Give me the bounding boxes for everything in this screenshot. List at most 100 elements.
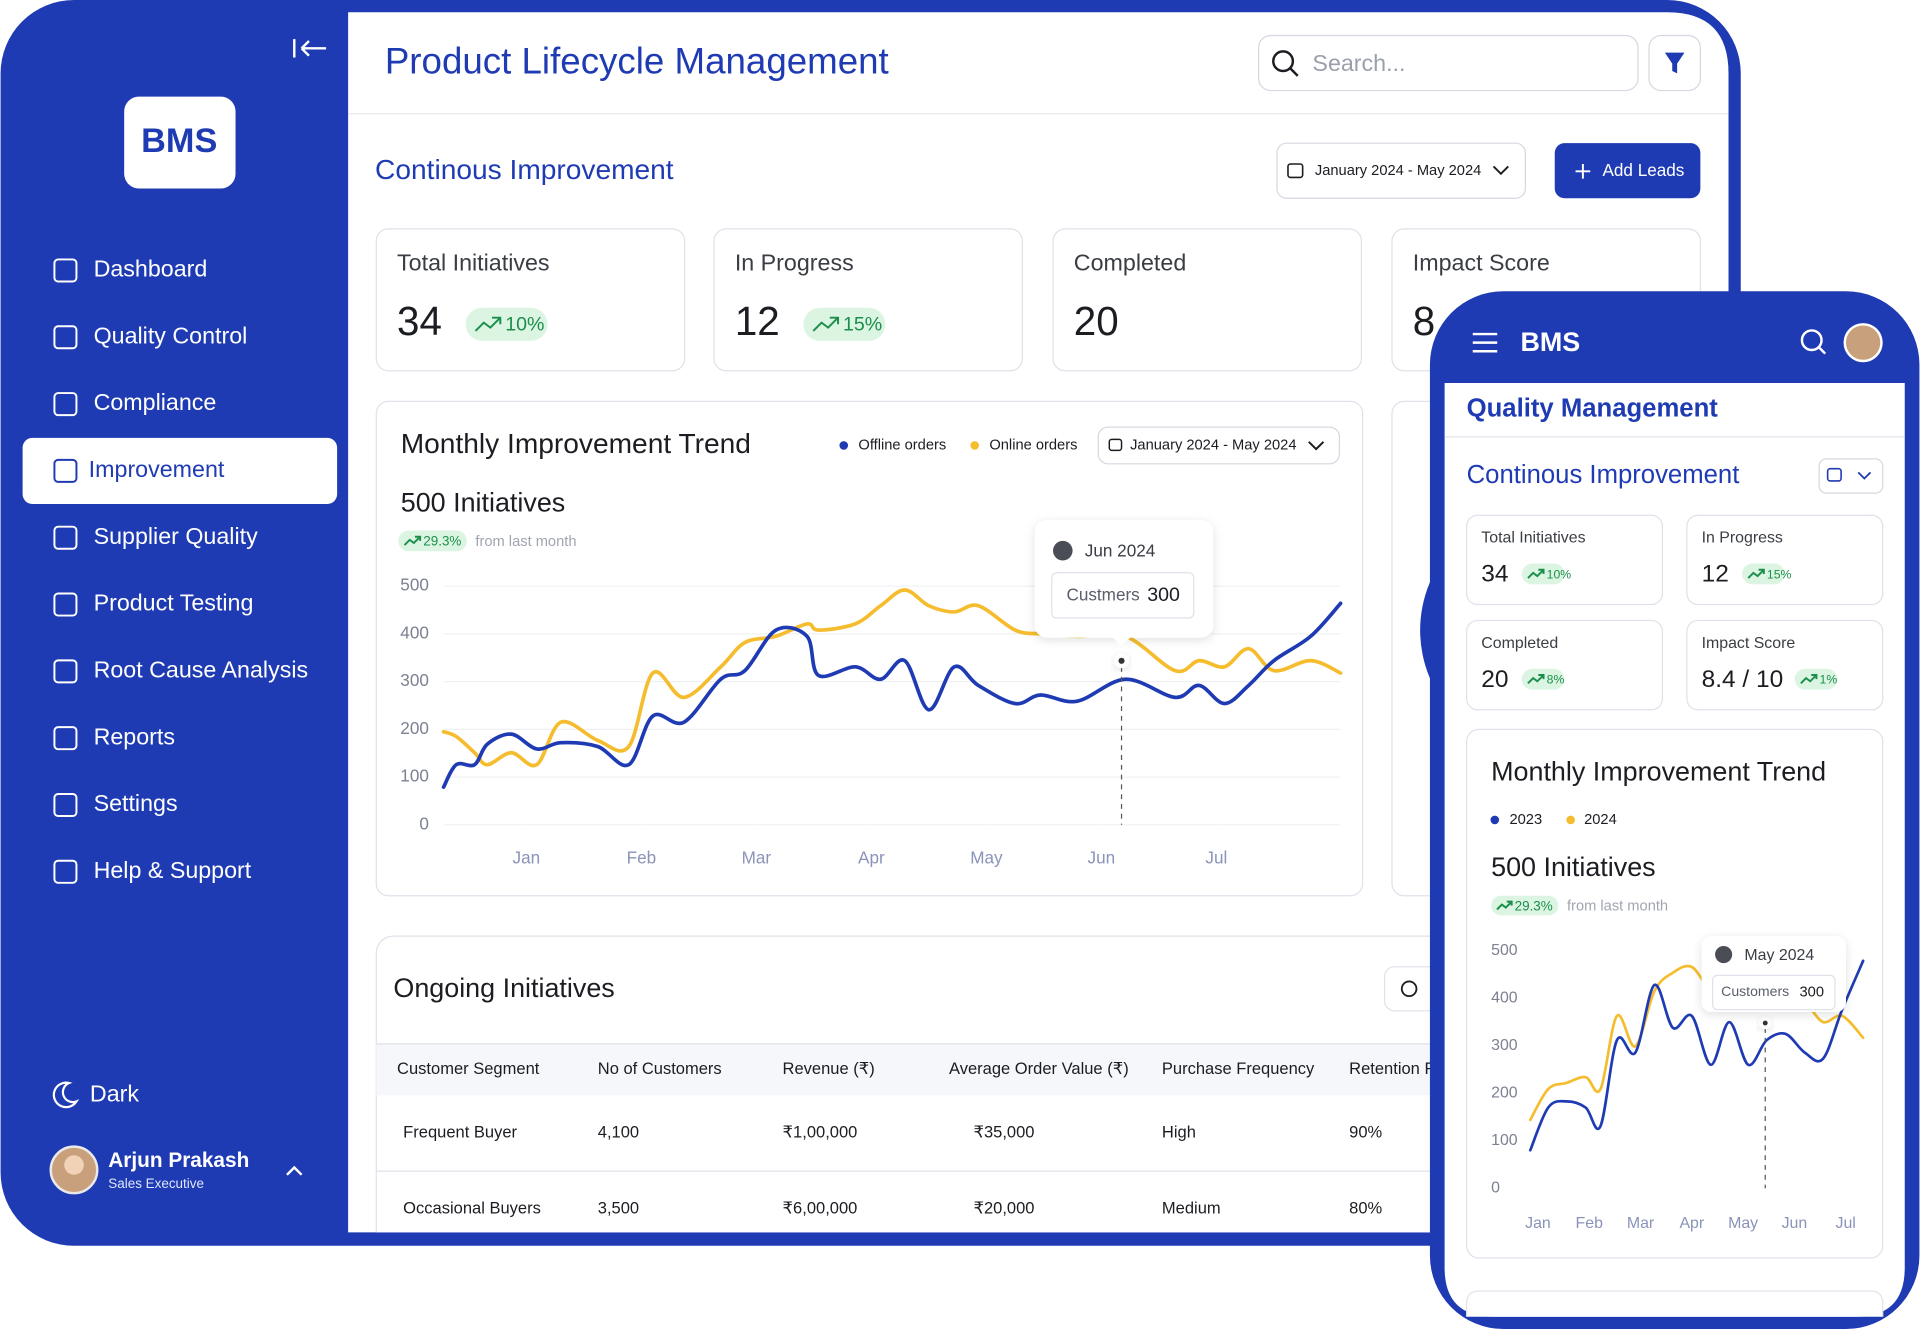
stat-card [375,228,686,372]
theme-toggle[interactable]: Dark [90,1080,139,1106]
y-tick-label: 100 [400,766,429,786]
moon-icon[interactable] [52,1081,80,1109]
nav-item[interactable]: Root Cause Analysis [94,656,309,682]
mobile-avatar [1843,323,1883,363]
nav-item[interactable]: Reports [94,723,175,749]
change-value: 15% [1767,567,1792,581]
search-box[interactable] [1257,34,1639,92]
legend-marker [1490,815,1500,825]
x-tick-label: Mar [1627,1215,1655,1232]
nav-icon[interactable] [53,792,78,817]
section-title: Continous Improvement [375,154,674,185]
hamburger-icon[interactable] [1472,332,1498,353]
trend-up-icon [1496,900,1513,911]
mobile-logo: BMS [1520,327,1580,357]
mobile-search-icon[interactable] [1800,329,1823,352]
nav-item[interactable]: Supplier Quality [94,523,258,549]
tooltip-label: Customers [1721,983,1789,999]
chart-date-button[interactable] [1097,426,1340,465]
x-tick-label: Jul [1205,848,1227,868]
mobile-date-button[interactable] [1818,458,1884,494]
table-cell: ₹35,000 [973,1123,1034,1142]
y-tick-label: 400 [1491,990,1518,1007]
x-tick-label: Apr [1679,1215,1704,1232]
filter-icon [1664,52,1685,74]
legend-label: Offline orders [858,437,946,453]
nav-icon[interactable] [53,325,78,350]
stat-label: In Progress [735,249,854,275]
mobile-page-title: Quality Management [1467,395,1719,423]
add-leads-button[interactable] [1554,143,1701,199]
nav-icon[interactable] [53,659,78,684]
x-tick-label: May [1728,1215,1758,1232]
trend-up-icon [1527,568,1545,579]
nav-icon[interactable] [53,592,78,617]
table-header-cell: Customer Segment [397,1059,540,1078]
legend-label: 2024 [1584,812,1617,828]
mobile-stat-value: 20 [1481,666,1508,693]
y-tick-label: 200 [1491,1085,1518,1102]
nav-icon[interactable] [53,726,78,751]
search-icon [1272,50,1295,73]
trend-up-icon [1747,568,1765,579]
nav-item[interactable]: Dashboard [94,256,208,282]
mobile-stat-label: Total Initiatives [1481,530,1585,547]
calendar-icon [1287,163,1304,179]
nav-item[interactable]: Settings [94,790,178,816]
mobile-stat-card [1466,514,1664,606]
nav-icon[interactable] [53,258,78,283]
nav-item[interactable]: Help & Support [94,857,252,883]
change-badge [398,530,467,552]
change-value: 29.3% [1515,898,1553,913]
y-tick-label: 500 [1491,942,1518,959]
nav-icon[interactable] [53,392,78,417]
trend-card [375,400,1364,897]
mobile-stat-label: In Progress [1702,530,1783,547]
nav-icon[interactable] [53,859,78,884]
stat-card [713,228,1024,372]
chart-total: 500 Initiatives [1491,852,1656,882]
collapse-icon[interactable] [293,39,327,58]
nav-item[interactable]: Improvement [89,456,225,482]
series-line [441,601,1343,789]
change-badge [803,307,886,341]
series-line [1528,959,1865,1152]
tooltip-value: 300 [1147,584,1180,606]
nav-item[interactable]: Product Testing [94,590,254,616]
dropdown-chevron [1308,441,1325,451]
x-tick-label: Feb [627,848,657,868]
x-tick-label: Jun [1088,848,1116,868]
chart-title: Monthly Improvement Trend [1491,757,1826,787]
table-cell: 90% [1349,1123,1382,1142]
x-tick-label: Apr [858,848,885,868]
table-title: Ongoing Initiatives [393,973,614,1003]
table-cell: 80% [1349,1198,1382,1217]
sidebar: BMS Dashboard Quality Control Compliance Imp… [22,39,338,1195]
add-leads-label[interactable]: Add Leads [1602,160,1684,180]
nav-item[interactable]: Compliance [94,389,217,415]
table-cell: Medium [1162,1198,1221,1217]
nav-icon[interactable] [53,458,78,483]
dropdown-chevron [1492,165,1509,176]
legend-label: 2023 [1509,812,1542,828]
chart-total: 500 Initiatives [401,487,566,517]
tooltip-value-box [1711,974,1836,1011]
tooltip-icon [1715,945,1733,964]
x-tick-label: Jul [1836,1215,1856,1232]
stat-value: 12 [735,298,780,344]
user-menu-chevron[interactable] [286,1165,303,1176]
trend-up-icon [812,316,840,332]
legend-marker [1566,815,1575,825]
trend-up-icon [474,316,502,332]
table-header-cell: Purchase Frequency [1162,1059,1315,1078]
stat-value: 34 [397,298,442,344]
dropdown-chevron [1857,471,1872,480]
mobile-section-title: Continous Improvement [1467,461,1740,489]
nav-item[interactable]: Quality Control [94,322,248,348]
date-range-button[interactable] [1276,142,1526,199]
y-tick-label: 300 [400,670,429,690]
nav-icon[interactable] [53,525,78,550]
chart-date-range: January 2024 - May 2024 [1130,437,1296,453]
table-cell: Frequent Buyer [403,1123,517,1142]
